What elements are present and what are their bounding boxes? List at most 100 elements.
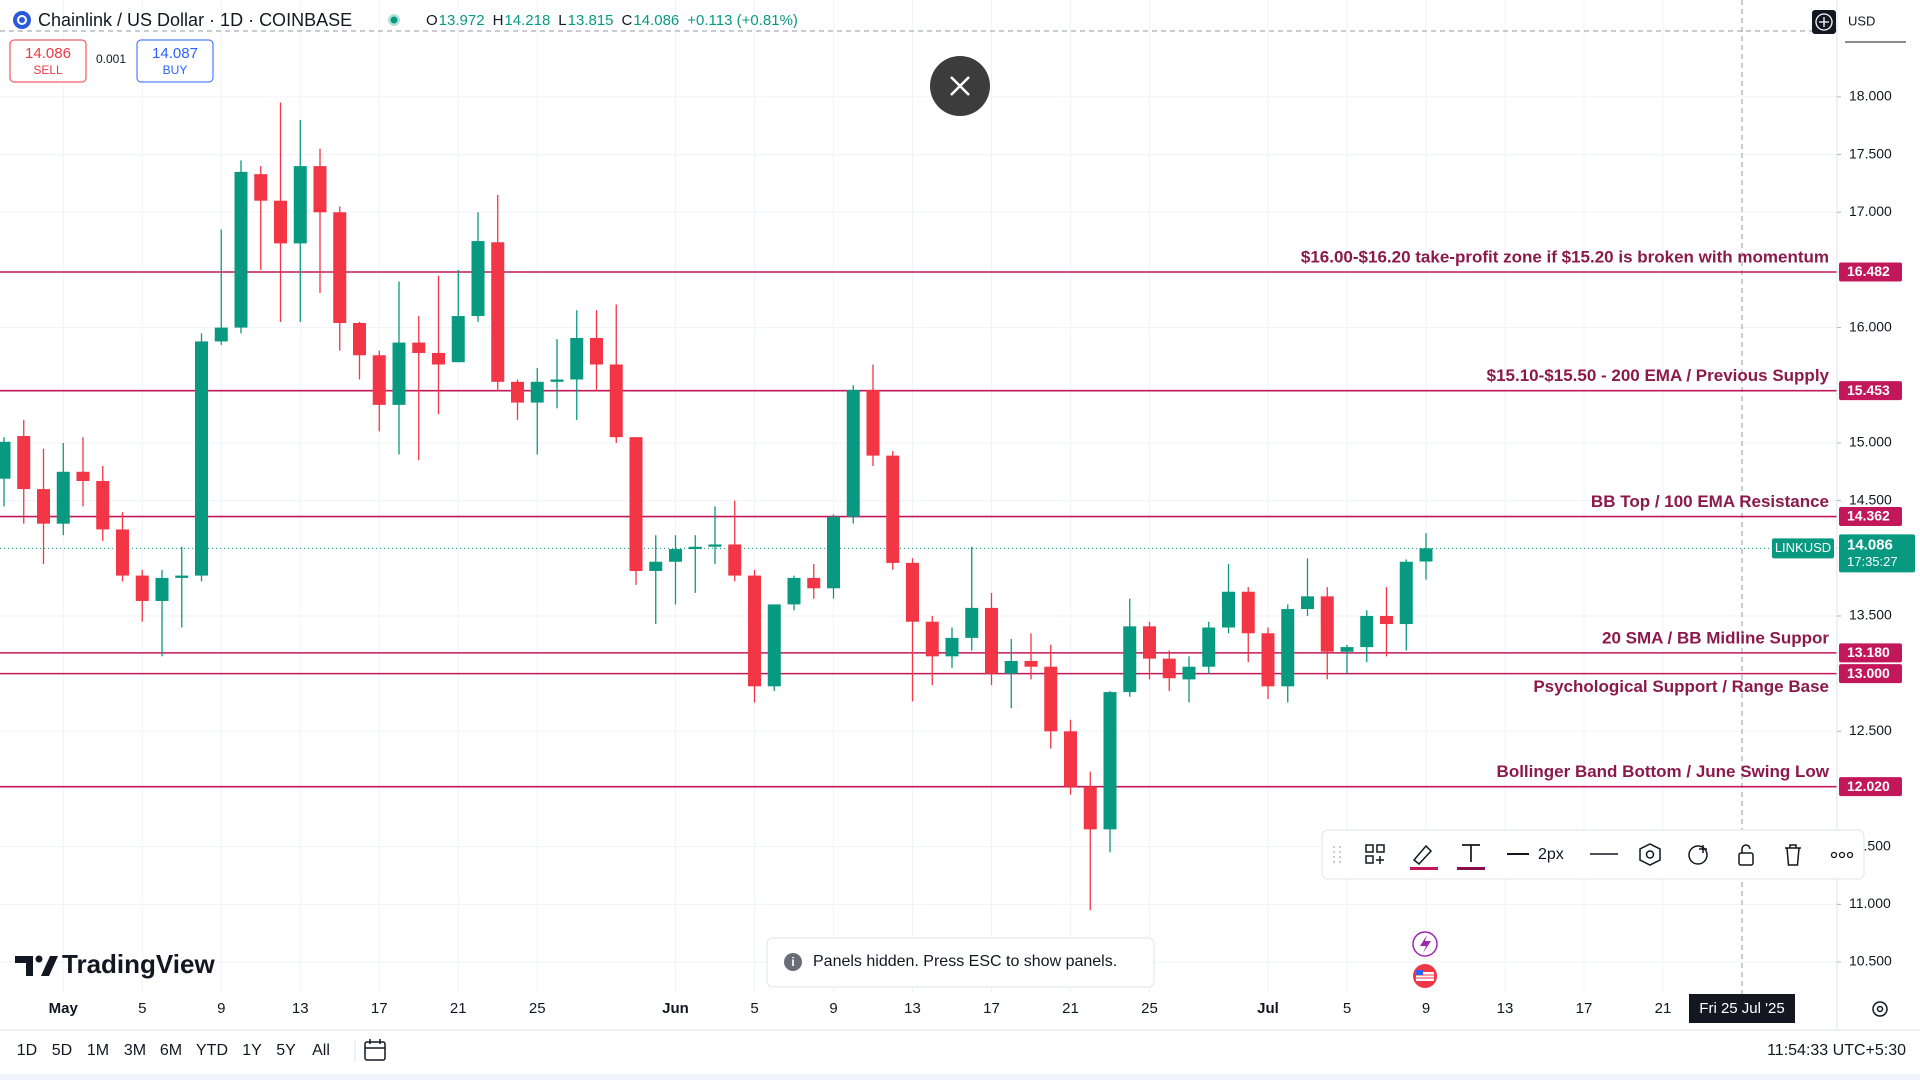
buy-label: BUY — [163, 63, 188, 77]
x-tick-label: 17 — [983, 1000, 1000, 1017]
candle-body — [1143, 626, 1156, 659]
candle-body — [728, 544, 742, 576]
x-tick-label: 9 — [829, 1000, 837, 1017]
y-tick-label: 10.500 — [1849, 953, 1892, 969]
candle-body — [214, 327, 228, 342]
logo-text: TradingView — [62, 949, 215, 979]
delete-button[interactable] — [1785, 844, 1801, 866]
line-color-button[interactable] — [1410, 844, 1438, 870]
ohlc-value: 14.218 — [504, 12, 550, 29]
level-price-tag — [1839, 262, 1902, 282]
ohlc-key: H — [493, 12, 504, 29]
level-label: BB Top / 100 EMA Resistance — [1591, 492, 1829, 511]
candle-body — [471, 241, 485, 317]
close-button[interactable] — [930, 56, 990, 116]
toast-text: Panels hidden. Press ESC to show panels. — [813, 953, 1117, 970]
level-price: 13.000 — [1847, 665, 1890, 681]
range-button[interactable]: 3M — [124, 1042, 146, 1059]
buy-button[interactable]: 14.087 BUY — [136, 39, 214, 83]
logo: TradingView — [15, 949, 215, 979]
range-button[interactable]: 5D — [52, 1042, 72, 1059]
last-price-tag — [1839, 534, 1915, 573]
y-tick-label: 17.500 — [1849, 145, 1892, 161]
range-button[interactable]: 5Y — [276, 1042, 296, 1059]
x-tick-label: 5 — [138, 1000, 146, 1017]
candle-body — [313, 166, 327, 213]
line-width[interactable]: 2px — [1538, 846, 1564, 863]
y-tick-label: 17.000 — [1849, 203, 1892, 219]
range-button[interactable]: All — [312, 1042, 330, 1059]
sell-label: SELL — [33, 63, 63, 77]
x-tick-label: 5 — [750, 1000, 758, 1017]
range-button[interactable]: 6M — [160, 1042, 182, 1059]
candle-body — [1419, 548, 1433, 562]
ohlc-value: 14.086 — [633, 12, 679, 29]
currency[interactable]: USD — [1848, 13, 1875, 28]
price-axis: 10.50011.00011.50012.50013.50014.50015.0… — [1772, 88, 1915, 969]
ohlc-value: 13.815 — [568, 12, 614, 29]
candle-body — [17, 436, 31, 490]
x-tick-label: 25 — [529, 1000, 546, 1017]
candle-body — [1044, 666, 1058, 732]
settings-icon[interactable] — [1872, 1001, 1888, 1017]
candle-body — [1162, 658, 1176, 679]
candle-body — [807, 577, 821, 589]
candle-body — [748, 575, 761, 687]
candle-body — [274, 200, 287, 244]
level-price: 14.362 — [1847, 508, 1890, 524]
more-button[interactable] — [1830, 851, 1854, 859]
candle-body — [1123, 626, 1137, 693]
range-button[interactable]: 1M — [87, 1042, 109, 1059]
candle-body — [56, 471, 70, 524]
x-tick-label: 9 — [1422, 1000, 1430, 1017]
symbol-label: LINKUSD — [1775, 540, 1831, 555]
candle-body — [767, 604, 781, 687]
candle-body — [333, 212, 347, 323]
candle-body — [866, 389, 880, 456]
range-button[interactable]: YTD — [196, 1042, 228, 1059]
grid — [0, 0, 1837, 1000]
candle-body — [195, 341, 208, 576]
candle-body — [1202, 627, 1216, 667]
economic-event-icon[interactable] — [1413, 964, 1437, 988]
x-tick-label: 9 — [217, 1000, 225, 1017]
y-tick-label: 18.000 — [1849, 88, 1892, 104]
countdown: 17:35:27 — [1847, 554, 1898, 569]
y-tick-label: 16.000 — [1849, 318, 1892, 334]
candle-body — [965, 607, 979, 638]
candle-body — [688, 546, 702, 550]
candle-body — [1222, 591, 1235, 628]
candle-body — [135, 575, 149, 601]
x-tick-label: 21 — [450, 1000, 467, 1017]
x-tick-label: Jun — [662, 1000, 689, 1017]
candle-body — [1380, 615, 1393, 625]
settings-button[interactable] — [1639, 843, 1661, 866]
change: +0.113 (+0.81%) — [687, 12, 798, 29]
y-tick-label: 13.500 — [1849, 607, 1892, 623]
range-button[interactable]: 1D — [17, 1042, 37, 1059]
candle-body — [451, 316, 465, 363]
level-price-tag — [1839, 381, 1902, 401]
candle-body — [1004, 660, 1018, 674]
text-color-button[interactable] — [1457, 844, 1485, 870]
candle-body — [945, 637, 959, 657]
candle-body — [787, 577, 801, 605]
alert-button[interactable] — [1688, 845, 1708, 865]
x-tick-label: May — [49, 1000, 79, 1017]
range-button[interactable]: 1Y — [242, 1042, 262, 1059]
level-price-tag — [1839, 507, 1902, 527]
y-tick-label: 15.000 — [1849, 434, 1892, 450]
sell-price: 14.086 — [25, 45, 71, 62]
candle-body — [1360, 615, 1374, 648]
candle-body — [1241, 591, 1255, 634]
add-button[interactable] — [1812, 10, 1836, 34]
info-icon: i — [791, 955, 794, 969]
templates-button[interactable] — [1365, 844, 1385, 864]
crosshair-date: Fri 25 Jul '25 — [1699, 1000, 1784, 1017]
date-range-button[interactable] — [364, 1039, 386, 1061]
lock-button[interactable] — [1738, 844, 1754, 866]
event-icon[interactable] — [1412, 931, 1438, 957]
sell-button[interactable]: 14.086 SELL — [9, 39, 87, 83]
candle-body — [1320, 596, 1334, 652]
